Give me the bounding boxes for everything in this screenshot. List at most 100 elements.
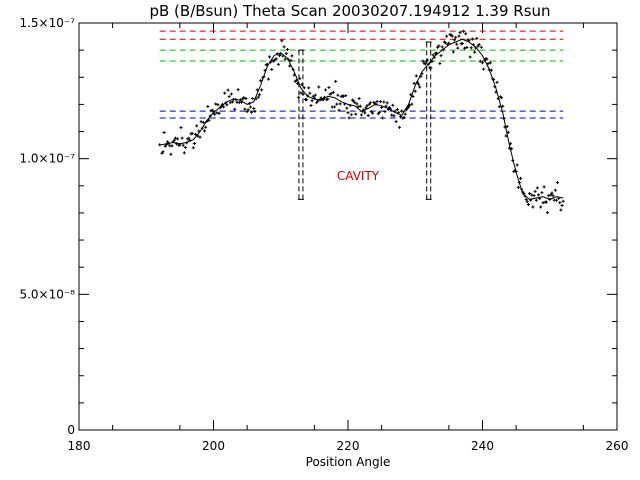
data-point xyxy=(213,112,217,116)
data-point xyxy=(199,120,203,124)
data-point xyxy=(288,64,292,68)
data-point xyxy=(456,46,460,50)
data-point xyxy=(385,101,389,105)
data-point xyxy=(476,44,480,48)
data-point xyxy=(222,105,226,109)
data-point xyxy=(177,143,181,147)
data-point xyxy=(475,36,479,40)
data-point xyxy=(539,205,543,209)
data-point xyxy=(246,108,250,112)
data-point xyxy=(309,103,313,107)
data-point xyxy=(469,46,473,50)
data-point xyxy=(445,34,449,38)
data-point xyxy=(549,193,553,197)
data-point xyxy=(319,96,323,100)
data-point xyxy=(412,81,416,85)
data-point xyxy=(437,44,441,48)
data-point xyxy=(363,111,367,115)
data-point xyxy=(533,189,537,193)
data-point xyxy=(228,101,232,105)
data-point xyxy=(505,125,509,129)
data-point xyxy=(266,77,270,81)
data-point xyxy=(231,100,235,104)
data-point xyxy=(455,42,459,46)
data-point xyxy=(532,194,536,198)
data-point xyxy=(465,46,469,50)
data-point xyxy=(172,138,176,142)
data-point xyxy=(173,136,177,140)
data-point xyxy=(206,105,210,109)
data-point xyxy=(324,88,328,92)
data-point xyxy=(180,136,184,140)
data-point xyxy=(337,108,341,112)
data-point xyxy=(550,191,554,195)
y-tick-label: 0 xyxy=(67,423,75,437)
data-point xyxy=(454,35,458,39)
data-point xyxy=(357,97,361,101)
x-tick-label: 260 xyxy=(606,439,629,453)
data-point xyxy=(442,40,446,44)
data-point xyxy=(528,191,532,195)
data-point xyxy=(227,95,231,99)
data-point xyxy=(497,105,501,109)
data-point xyxy=(350,98,354,102)
data-point xyxy=(525,200,529,204)
data-point xyxy=(368,101,372,105)
data-point xyxy=(481,61,484,65)
data-point xyxy=(204,125,208,129)
data-point xyxy=(301,92,305,96)
data-point xyxy=(457,34,461,38)
data-point xyxy=(526,203,530,207)
data-point xyxy=(330,105,334,109)
data-point xyxy=(378,100,382,104)
data-point xyxy=(542,185,546,189)
data-point xyxy=(244,97,248,101)
data-point xyxy=(375,99,379,103)
data-point xyxy=(485,57,489,61)
data-point xyxy=(372,100,376,104)
data-point xyxy=(225,103,229,107)
data-point xyxy=(461,29,465,33)
x-axis-label: Position Angle xyxy=(306,455,391,469)
data-point xyxy=(537,193,541,197)
data-point xyxy=(331,90,335,94)
data-point xyxy=(530,193,534,197)
data-point xyxy=(311,94,315,98)
data-point xyxy=(488,61,492,65)
data-point xyxy=(392,114,396,118)
data-point xyxy=(340,94,344,98)
data-point xyxy=(307,86,311,90)
data-point xyxy=(209,109,213,113)
data-point xyxy=(390,113,394,117)
data-point xyxy=(400,109,404,113)
data-point xyxy=(259,79,263,83)
data-point xyxy=(418,85,422,89)
data-point xyxy=(270,68,274,72)
data-point xyxy=(179,126,183,130)
y-tick-label: 1.0×10⁻⁷ xyxy=(19,152,75,166)
data-point xyxy=(534,198,538,202)
data-point xyxy=(315,101,319,105)
cavity-annotation: CAVITY xyxy=(337,169,380,183)
data-point xyxy=(170,144,174,148)
data-point xyxy=(233,107,237,111)
data-point xyxy=(302,86,306,90)
data-point xyxy=(367,102,371,106)
data-point xyxy=(473,50,477,54)
data-point xyxy=(353,101,357,105)
data-point xyxy=(308,91,312,95)
data-point xyxy=(192,141,196,145)
data-point xyxy=(253,109,257,113)
data-point xyxy=(438,62,442,66)
data-point xyxy=(501,104,505,108)
data-point xyxy=(328,92,332,96)
data-point xyxy=(489,68,493,72)
data-point xyxy=(470,37,474,41)
data-point xyxy=(345,106,349,110)
data-point xyxy=(401,116,405,120)
data-point xyxy=(338,102,342,106)
data-point xyxy=(195,124,199,128)
data-point xyxy=(160,151,164,155)
